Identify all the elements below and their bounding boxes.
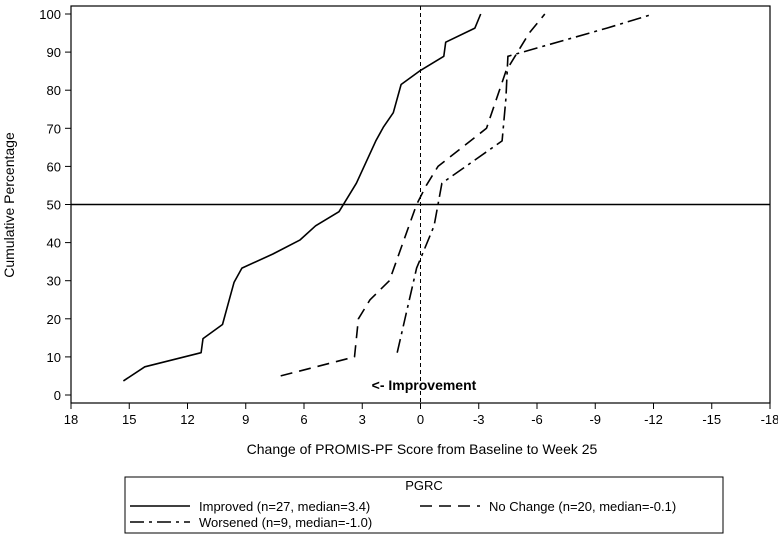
y-tick-label: 10	[47, 350, 61, 365]
x-tick-label: -18	[761, 412, 778, 427]
x-tick-label: -6	[531, 412, 543, 427]
improvement-annotation: <- Improvement	[372, 377, 477, 393]
x-tick-label: -15	[702, 412, 721, 427]
y-tick-label: 80	[47, 83, 61, 98]
x-tick-label: 0	[417, 412, 424, 427]
x-tick-label: 6	[300, 412, 307, 427]
x-tick-label: 12	[180, 412, 194, 427]
x-tick-label: -9	[589, 412, 601, 427]
legend-label-improved: Improved (n=27, median=3.4)	[199, 499, 370, 514]
legend-title: PGRC	[405, 478, 443, 493]
x-axis-title: Change of PROMIS-PF Score from Baseline …	[247, 441, 598, 457]
y-tick-label: 0	[54, 388, 61, 403]
x-tick-label: 9	[242, 412, 249, 427]
y-tick-label: 100	[39, 7, 61, 22]
x-tick-label: 15	[122, 412, 136, 427]
legend-box	[124, 476, 724, 534]
x-tick-label: -12	[644, 412, 663, 427]
x-tick-label: -3	[473, 412, 485, 427]
x-tick-label: 18	[64, 412, 78, 427]
legend-label-no-change: No Change (n=20, median=-0.1)	[489, 499, 676, 514]
y-tick-label: 20	[47, 312, 61, 327]
x-tick-label: 3	[359, 412, 366, 427]
y-tick-label: 30	[47, 274, 61, 289]
series-line-no-change	[280, 13, 546, 377]
y-tick-label: 70	[47, 121, 61, 136]
y-tick-label: 40	[47, 236, 61, 251]
series-line-improved	[122, 13, 482, 382]
legend: PGRC Improved (n=27, median=3.4) No Chan…	[124, 476, 724, 534]
series-line-worsened	[396, 13, 654, 353]
y-tick-label: 60	[47, 159, 61, 174]
y-tick-label: 90	[47, 45, 61, 60]
y-axis-title: Cumulative Percentage	[1, 132, 17, 278]
y-tick-label: 50	[47, 198, 61, 213]
legend-label-worsened: Worsened (n=9, median=-1.0)	[199, 515, 372, 530]
